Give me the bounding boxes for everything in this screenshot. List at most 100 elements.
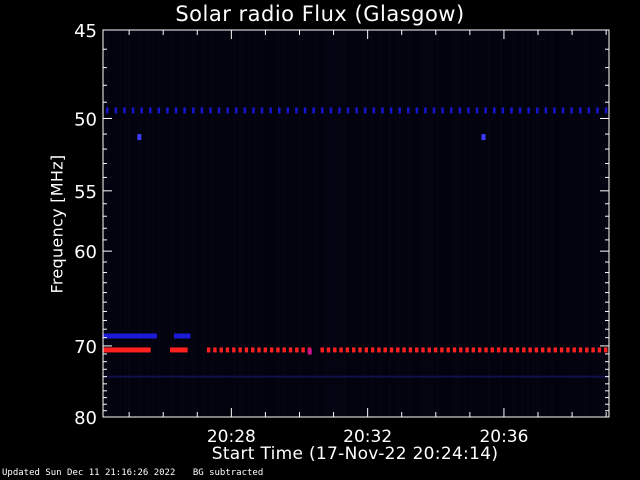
- dashed-band-segment: [103, 333, 157, 339]
- dotted-band-mark: [114, 107, 118, 114]
- dashed-band-mark: [345, 347, 350, 353]
- dashed-band-mark: [415, 347, 419, 353]
- dashed-band-mark: [377, 347, 381, 353]
- dashed-band-mark: [232, 347, 236, 353]
- dashed-band-mark: [578, 347, 583, 353]
- dashed-band-mark: [490, 347, 495, 353]
- dashed-band-mark: [408, 347, 413, 353]
- dashed-band-mark: [522, 347, 526, 353]
- dashed-band-mark: [591, 347, 595, 353]
- dashed-band-segment: [173, 333, 191, 339]
- dotted-band-mark: [501, 107, 505, 114]
- y-tick-label: 45: [74, 21, 97, 42]
- dotted-band-mark: [398, 107, 401, 114]
- dotted-band-mark: [166, 107, 169, 114]
- dotted-band-mark: [183, 107, 186, 114]
- dotted-band-mark: [286, 107, 290, 114]
- dotted-band-mark: [458, 107, 462, 114]
- dashed-band-mark: [352, 347, 356, 353]
- dotted-band-mark: [131, 107, 135, 114]
- dotted-band-mark: [140, 107, 143, 114]
- dashed-band-mark: [503, 347, 507, 353]
- dotted-band-mark: [544, 107, 548, 114]
- dotted-band-mark: [278, 107, 281, 114]
- y-tick-label: 60: [74, 242, 97, 263]
- dotted-band-mark: [450, 107, 453, 114]
- dotted-band-mark: [381, 107, 384, 114]
- dashed-band-mark: [528, 347, 532, 353]
- data-point: [137, 134, 142, 141]
- dotted-band-mark: [252, 107, 255, 114]
- dashed-band-mark: [396, 347, 400, 353]
- dashed-band-mark: [364, 347, 369, 353]
- dotted-band-mark: [432, 107, 436, 114]
- dashed-band-mark: [566, 347, 570, 353]
- x-tick-label: 20:32: [343, 427, 392, 447]
- dotted-band-mark: [389, 107, 393, 114]
- y-axis-label: Frequency [MHz]: [47, 154, 67, 294]
- dashed-band-mark: [269, 347, 274, 353]
- dashed-band-mark: [288, 347, 293, 353]
- dashed-band-mark: [559, 347, 564, 353]
- dotted-band-mark: [510, 107, 513, 114]
- dotted-band-mark: [123, 107, 126, 114]
- dashed-band-segment: [170, 347, 188, 353]
- dashed-band-mark: [225, 347, 230, 353]
- dotted-band-mark: [303, 107, 307, 114]
- dashed-band-mark: [370, 347, 375, 353]
- y-tick-label: 50: [74, 109, 97, 130]
- dashed-band-mark: [547, 347, 551, 353]
- dashed-band-mark: [219, 347, 223, 353]
- dashed-band-mark: [206, 347, 211, 353]
- dotted-band-mark: [200, 107, 204, 114]
- dotted-band-mark: [587, 107, 591, 114]
- dashed-band-mark: [251, 347, 255, 353]
- dashed-band-mark: [389, 347, 394, 353]
- dashed-band-mark: [263, 347, 268, 353]
- dotted-band-mark: [346, 107, 350, 114]
- dotted-band-mark: [149, 107, 152, 114]
- dashed-band-mark: [301, 347, 305, 353]
- dashed-band-mark: [541, 347, 545, 353]
- dotted-band-mark: [596, 107, 599, 114]
- dotted-band-mark: [604, 107, 608, 114]
- dotted-band-mark: [364, 107, 367, 114]
- dashed-band-mark: [358, 347, 362, 353]
- chart-title: Solar radio Flux (Glasgow): [175, 2, 465, 26]
- dashed-band-mark: [433, 347, 438, 353]
- y-tick-label: 55: [74, 182, 97, 203]
- dashed-band-mark: [295, 347, 299, 353]
- dotted-band-mark: [269, 107, 272, 114]
- x-tick-label: 20:36: [479, 427, 528, 447]
- dashed-band-mark: [597, 347, 602, 353]
- dotted-band-mark: [475, 107, 479, 114]
- dashed-band-mark: [320, 347, 324, 353]
- dashed-band-mark: [484, 347, 488, 353]
- dotted-band-mark: [295, 107, 298, 114]
- dotted-band-mark: [536, 107, 539, 114]
- x-tick-label: 20:28: [207, 427, 256, 447]
- dashed-band-mark: [471, 347, 476, 353]
- dotted-band-mark: [407, 107, 410, 114]
- dashed-band-mark: [534, 347, 539, 353]
- dotted-band-mark: [321, 107, 324, 114]
- footer: Updated Sun Dec 11 21:16:26 2022 BG subt…: [2, 468, 275, 478]
- dotted-band-mark: [493, 107, 496, 114]
- dotted-band-mark: [561, 107, 565, 114]
- dotted-band-mark: [570, 107, 573, 114]
- dotted-band-mark: [355, 107, 358, 114]
- dotted-band-mark: [415, 107, 419, 114]
- y-tick-label: 80: [74, 408, 97, 429]
- dotted-band-mark: [157, 107, 161, 114]
- dashed-band-mark: [276, 347, 280, 353]
- dotted-band-mark: [518, 107, 522, 114]
- dashed-band-mark: [509, 347, 513, 353]
- dashed-band-mark: [440, 347, 444, 353]
- dotted-band-mark: [260, 107, 264, 114]
- x-axis-label: Start Time (17-Nov-22 20:24:14): [211, 444, 499, 464]
- dotted-band-mark: [338, 107, 341, 114]
- footer-note: BG subtracted: [192, 468, 264, 478]
- dashed-band-mark: [238, 347, 242, 353]
- dotted-band-mark: [484, 107, 487, 114]
